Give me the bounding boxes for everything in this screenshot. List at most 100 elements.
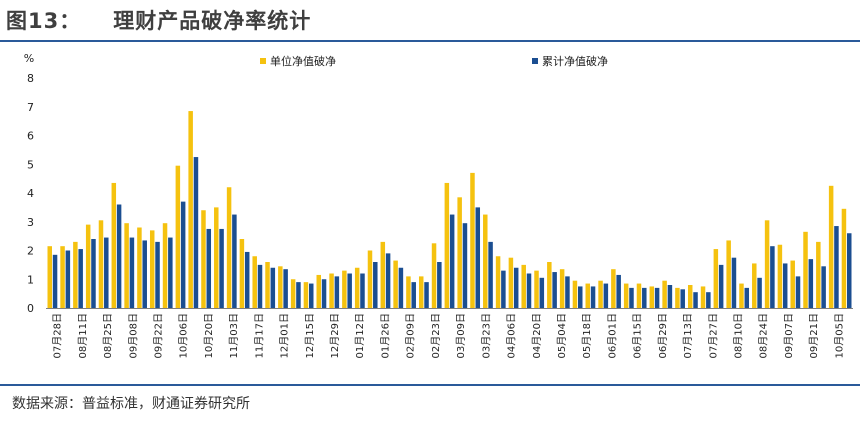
x-tick-label: 09月07日 [783, 313, 795, 358]
bar-cumulative-nav [168, 237, 173, 308]
bar-unit-nav [418, 276, 424, 309]
bar-unit-nav [329, 273, 334, 308]
bar-cumulative-nav [360, 273, 365, 308]
x-tick-label: 05月04日 [556, 313, 568, 358]
series-unit-nav-bars [47, 111, 847, 309]
bar-unit-nav [547, 262, 552, 308]
x-tick-label: 07月28日 [52, 313, 64, 358]
bar-unit-nav [662, 280, 667, 308]
bar-cumulative-nav [347, 273, 352, 308]
x-tick-label: 12月01日 [279, 313, 291, 358]
figure-number: 图13： [6, 9, 82, 33]
bar-cumulative-nav [578, 286, 583, 308]
bar-cumulative-nav [142, 240, 147, 308]
y-axis: 0 1 2 3 4 5 6 7 8% [24, 52, 34, 315]
bar-cumulative-nav [283, 269, 288, 308]
x-tick-label: 07月13日 [682, 313, 694, 358]
x-tick-label: 07月27日 [707, 313, 719, 358]
bar-unit-nav [303, 282, 309, 309]
bar-unit-nav [162, 223, 168, 308]
bar-cumulative-nav [385, 253, 391, 309]
bar-cumulative-nav [731, 257, 737, 308]
bar-unit-nav [393, 260, 398, 308]
x-tick-label: 11月17日 [253, 313, 265, 358]
bar-cumulative-nav [398, 267, 404, 308]
bar-cumulative-nav [770, 246, 775, 308]
x-tick-label: 01月26日 [379, 313, 391, 358]
bar-cumulative-nav [155, 241, 160, 309]
y-tick-label: 3 [27, 216, 34, 229]
bar-unit-nav [214, 207, 219, 309]
bar-unit-nav [713, 249, 719, 308]
bar-cumulative-nav [488, 241, 493, 309]
y-tick-label: 0 [27, 302, 34, 315]
bar-cumulative-nav [782, 263, 788, 308]
bar-cumulative-nav [603, 283, 609, 308]
y-tick-label: 2 [27, 245, 34, 258]
x-tick-label: 11月03日 [228, 313, 240, 358]
bar-unit-nav [98, 220, 104, 308]
legend-swatch [260, 58, 266, 64]
bar-cumulative-nav [847, 233, 852, 308]
x-tick-label: 08月24日 [758, 313, 770, 358]
bar-cumulative-nav [526, 273, 532, 308]
bar-unit-nav [803, 231, 808, 308]
bar-unit-nav [431, 243, 437, 308]
bar-unit-nav [457, 197, 462, 308]
bar-unit-nav [226, 187, 232, 308]
y-tick-label: 5 [27, 158, 34, 171]
bar-unit-nav [342, 270, 347, 309]
bar-cumulative-nav [104, 237, 109, 308]
bar-unit-nav [137, 227, 142, 308]
bar-unit-nav [149, 230, 155, 309]
bar-cumulative-nav [821, 266, 826, 308]
bar-unit-nav [700, 286, 706, 308]
bar-cumulative-nav [565, 276, 570, 309]
bar-unit-nav [828, 185, 834, 308]
bar-unit-nav [60, 246, 65, 308]
bar-cumulative-nav [78, 249, 83, 308]
x-tick-label: 03月09日 [455, 313, 467, 358]
bar-unit-nav [521, 264, 526, 309]
bar-cumulative-nav [642, 287, 647, 309]
x-tick-label: 12月29日 [329, 313, 341, 358]
bar-unit-nav [444, 182, 450, 308]
bar-cumulative-nav [654, 287, 660, 309]
bar-cumulative-nav [309, 283, 314, 308]
bar-cumulative-nav [449, 214, 455, 308]
x-tick-label: 02月09日 [405, 313, 417, 358]
x-tick-label: 06月01日 [606, 313, 618, 358]
bar-unit-nav [290, 279, 296, 308]
legend: 单位净值破净 累计净值破净 [260, 54, 608, 68]
x-tick-label: 04月20日 [531, 313, 543, 358]
x-tick-label: 08月10日 [733, 313, 745, 358]
bar-cumulative-nav [462, 223, 468, 308]
legend-label: 单位净值破净 [270, 54, 336, 68]
figure-title-text: 理财产品破净率统计 [113, 9, 312, 33]
bar-unit-nav [752, 263, 757, 308]
bar-unit-nav [816, 241, 821, 309]
bar-unit-nav [406, 276, 411, 309]
bar-cumulative-nav [373, 262, 378, 308]
bar-unit-nav [623, 283, 629, 308]
bar-unit-nav [598, 280, 603, 308]
bar-cumulative-nav [321, 279, 327, 308]
bar-cumulative-nav [244, 251, 250, 308]
bar-cumulative-nav [65, 250, 71, 308]
y-tick-label: 6 [27, 130, 34, 143]
bar-unit-nav [239, 239, 245, 308]
bar-unit-nav [508, 257, 514, 308]
bar-cumulative-nav [180, 201, 186, 309]
x-tick-label: 12月15日 [304, 313, 316, 358]
legend-label: 累计净值破净 [542, 54, 608, 68]
bar-cumulative-nav [411, 282, 416, 309]
bar-cumulative-nav [437, 262, 442, 308]
bar-cumulative-nav [795, 276, 801, 309]
bar-cumulative-nav [232, 214, 237, 308]
legend-swatch [532, 58, 538, 64]
bar-unit-nav [559, 269, 565, 308]
bar-unit-nav [85, 224, 91, 309]
bar-unit-nav [265, 262, 270, 308]
x-tick-label: 01月12日 [354, 313, 366, 358]
